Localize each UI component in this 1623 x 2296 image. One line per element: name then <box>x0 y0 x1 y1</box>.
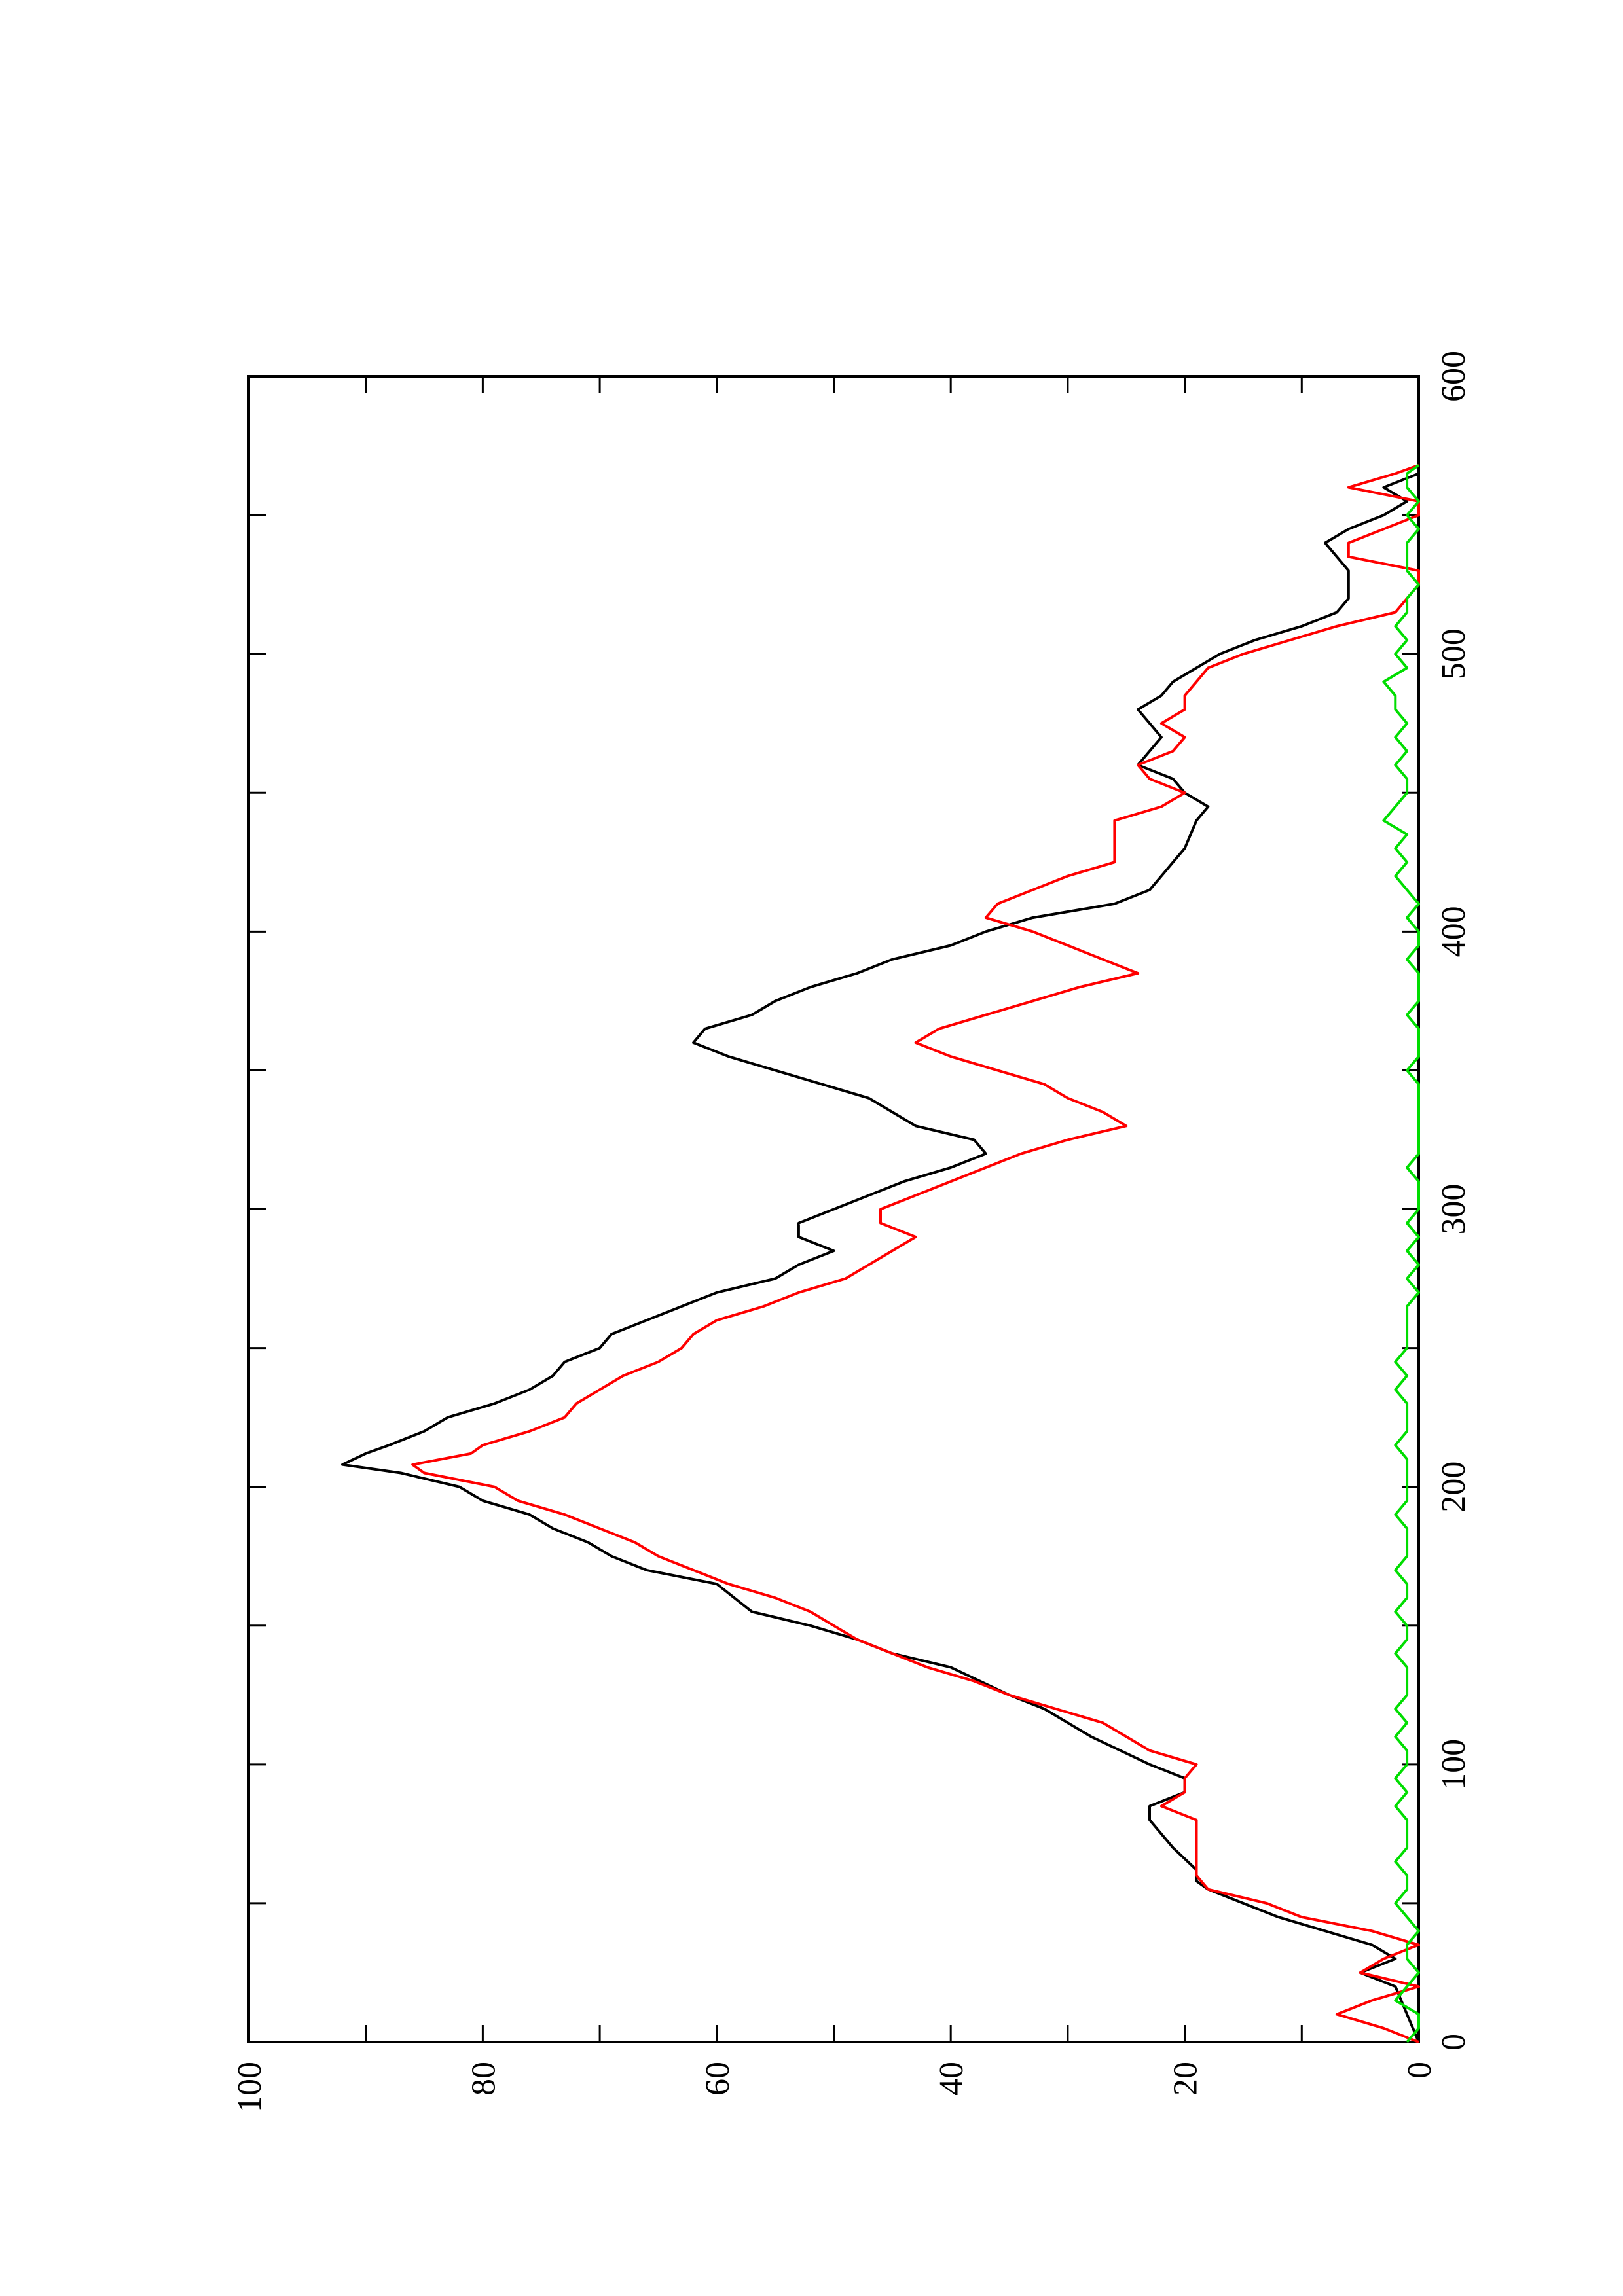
x-tick-label: 200 <box>1435 1462 1472 1513</box>
x-tick-labels: 0 100 200 300 400 500 600 <box>1435 351 1472 2051</box>
y-tick-labels: 0 20 40 60 80 100 <box>231 2062 1438 2113</box>
x-tick-label: 100 <box>1435 1739 1472 1790</box>
y-tick-label: 100 <box>231 2062 268 2113</box>
x-tick-label: 300 <box>1435 1184 1472 1235</box>
y-tick-label: 80 <box>465 2062 502 2096</box>
y-tick-label: 60 <box>699 2062 737 2096</box>
x-tick-label: 0 <box>1435 2034 1472 2051</box>
x-tick-label: 500 <box>1435 628 1472 679</box>
y-tick-label: 20 <box>1167 2062 1205 2096</box>
x-tick-label: 400 <box>1435 906 1472 957</box>
series-lines <box>341 463 1420 2043</box>
x-tick-label: 600 <box>1435 351 1472 402</box>
tick-marks <box>247 375 1420 2043</box>
series-line-2 <box>411 463 1420 2043</box>
y-tick-label: 0 <box>1401 2062 1438 2079</box>
series-line-3 <box>1382 464 1420 2043</box>
series-line-1 <box>341 465 1420 2043</box>
y-tick-label: 40 <box>933 2062 970 2096</box>
